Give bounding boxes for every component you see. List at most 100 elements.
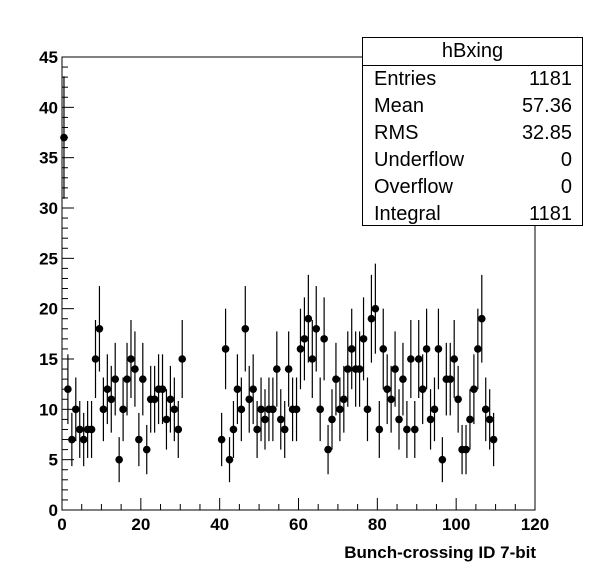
marker <box>237 405 246 414</box>
data-point <box>237 377 246 442</box>
marker <box>276 415 285 424</box>
data-point <box>87 400 96 458</box>
data-point <box>249 354 257 425</box>
data-point <box>320 297 328 381</box>
stats-value: 57.36 <box>521 95 572 117</box>
data-point <box>245 365 254 433</box>
marker <box>430 405 439 414</box>
y-tick-label: 25 <box>39 249 58 268</box>
data-point <box>363 377 372 442</box>
x-tick-label: 60 <box>289 515 308 534</box>
data-point <box>99 377 108 442</box>
marker <box>150 395 159 404</box>
marker <box>485 415 494 424</box>
data-point <box>75 400 84 458</box>
marker <box>363 405 372 414</box>
marker <box>407 355 415 363</box>
marker <box>320 335 328 343</box>
data-point <box>336 377 344 442</box>
marker <box>111 375 120 383</box>
data-point <box>474 308 482 390</box>
data-point <box>332 342 340 416</box>
marker <box>481 405 490 414</box>
data-point <box>79 412 88 467</box>
marker <box>127 355 135 363</box>
data-point <box>174 400 183 458</box>
data-point <box>257 377 265 442</box>
data-point <box>308 320 317 398</box>
marker <box>158 385 167 394</box>
data-point <box>383 354 391 425</box>
marker <box>292 405 301 414</box>
marker <box>304 314 313 323</box>
marker <box>359 335 368 343</box>
data-point <box>233 354 242 425</box>
data-point <box>115 437 123 483</box>
marker <box>245 395 254 404</box>
data-point <box>300 297 309 381</box>
data-point <box>178 320 187 398</box>
marker <box>367 314 376 323</box>
stats-label: Entries <box>374 68 437 90</box>
marker <box>103 385 112 394</box>
marker <box>399 375 407 383</box>
data-point <box>410 400 419 458</box>
marker <box>489 435 498 444</box>
marker <box>257 405 265 414</box>
data-point <box>434 308 443 390</box>
marker <box>71 405 80 414</box>
marker <box>107 395 116 404</box>
data-point <box>395 389 403 450</box>
data-point <box>347 308 356 390</box>
marker <box>225 455 234 464</box>
y-tick-label: 35 <box>39 149 58 168</box>
data-point <box>454 365 462 433</box>
data-point <box>253 400 261 458</box>
stats-value: 0 <box>560 176 572 198</box>
data-point <box>292 377 301 442</box>
marker <box>375 425 384 434</box>
marker <box>174 425 183 434</box>
marker <box>273 365 281 373</box>
data-point <box>135 412 143 467</box>
y-tick-label: 5 <box>49 451 58 470</box>
marker <box>371 304 380 313</box>
marker <box>221 345 230 353</box>
stats-row-rms: RMS 32.85 <box>363 120 582 147</box>
data-point <box>470 354 478 425</box>
marker <box>470 385 478 394</box>
data-point <box>462 424 470 475</box>
marker <box>241 325 250 333</box>
marker <box>414 355 423 363</box>
marker <box>296 345 305 353</box>
y-axis: 0 5 10 15 20 25 30 35 40 45 <box>39 48 74 520</box>
data-point <box>430 377 439 442</box>
data-point <box>225 437 234 483</box>
data-point <box>403 400 411 458</box>
data-point <box>450 320 458 398</box>
data-point <box>221 308 230 390</box>
data-point <box>328 389 336 450</box>
data-point <box>399 342 407 416</box>
data-point <box>280 400 289 458</box>
data-point <box>276 389 285 450</box>
data-point <box>241 286 250 372</box>
marker <box>280 425 289 434</box>
marker <box>300 335 309 343</box>
stats-row-overflow: Overflow 0 <box>363 174 582 201</box>
data-point <box>64 354 72 425</box>
data-point <box>60 76 68 199</box>
marker <box>477 314 486 323</box>
x-axis-title: Bunch-crossing ID 7-bit <box>344 543 536 562</box>
marker <box>391 365 399 373</box>
stats-row-underflow: Underflow 0 <box>363 147 582 174</box>
data-point <box>170 377 179 442</box>
marker <box>170 405 179 414</box>
marker <box>466 415 474 424</box>
marker <box>166 395 175 404</box>
marker <box>123 375 131 383</box>
y-tick-label: 30 <box>39 199 58 218</box>
data-point <box>340 365 348 433</box>
data-point <box>359 297 368 381</box>
